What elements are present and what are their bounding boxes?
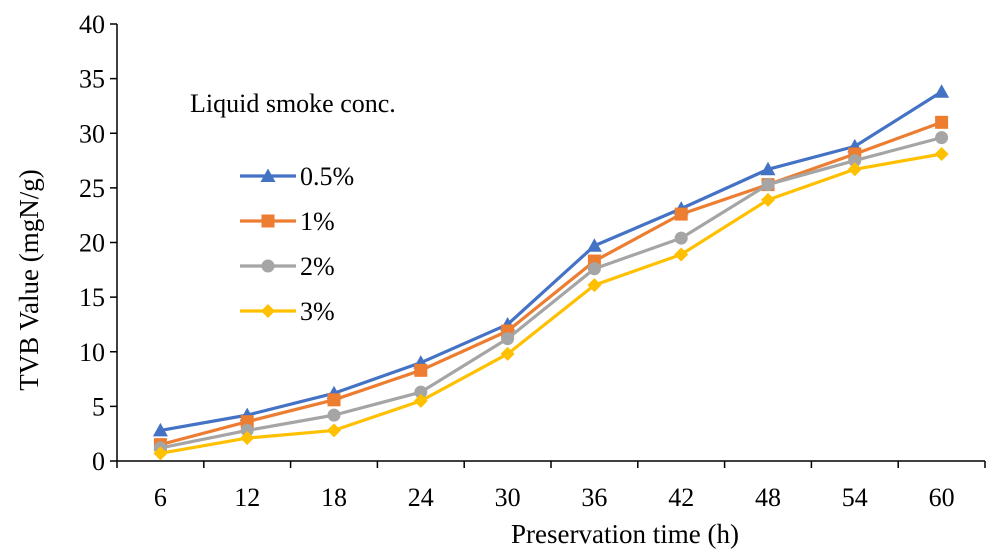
series-line [159, 120, 943, 447]
data-point [413, 393, 428, 408]
data-point [587, 278, 602, 293]
y-tick-label: 10 [79, 338, 105, 367]
series-line [160, 136, 943, 450]
legend-swatch-marker [261, 259, 275, 273]
legend-swatch-marker [261, 304, 275, 318]
data-point [935, 131, 949, 145]
data-point [240, 423, 254, 437]
legend-title: Liquid smoke conc. [190, 89, 396, 118]
x-tick-label: 24 [408, 483, 434, 512]
series-1 [152, 84, 950, 437]
data-point [761, 192, 775, 207]
data-point [501, 332, 515, 346]
data-point [153, 446, 168, 461]
data-point [848, 154, 862, 168]
data-point [587, 262, 601, 276]
data-point [674, 231, 688, 245]
y-tick-label: 35 [79, 65, 105, 94]
y-tick-label: 30 [79, 119, 105, 148]
data-point [327, 423, 341, 438]
data-point [327, 393, 341, 407]
data-point [674, 247, 689, 262]
series-line [160, 90, 943, 432]
axes: 0 5 10 15 20 25 30 35 40 6 12 18 24 30 36 42 48 54 60 [79, 10, 986, 512]
legend: Liquid smoke conc. 0.5% 1% 2% 3% [190, 89, 396, 326]
data-point [327, 408, 341, 422]
data-point [152, 422, 168, 437]
x-tick-label: 42 [668, 483, 694, 512]
y-tick-label: 15 [79, 283, 105, 312]
data-point [934, 84, 950, 98]
data-point [761, 178, 775, 192]
data-point [935, 115, 949, 129]
y-tick-label: 25 [79, 174, 105, 203]
x-tick-label: 60 [929, 483, 955, 512]
data-point [240, 431, 255, 446]
data-point [674, 207, 688, 221]
data-point [760, 161, 776, 176]
legend-item: 3% [240, 297, 335, 326]
data-point [934, 147, 949, 162]
series-line [160, 152, 942, 455]
y-tick-label: 5 [92, 392, 105, 421]
x-tick-label: 36 [581, 483, 607, 512]
series-layer [152, 84, 950, 461]
data-point [500, 346, 515, 361]
y-axis-title: TVB Value (mgN/g) [14, 169, 44, 390]
legend-label: 3% [300, 297, 335, 326]
x-tick-label: 6 [154, 483, 167, 512]
data-point [414, 363, 428, 377]
legend-item: 2% [240, 252, 335, 281]
data-point [414, 385, 428, 399]
x-tick-label: 18 [321, 483, 347, 512]
x-tick-label: 48 [755, 483, 781, 512]
legend-label: 0.5% [300, 162, 354, 191]
series-4 [153, 147, 949, 461]
data-point [847, 162, 862, 177]
legend-swatch-marker [260, 168, 276, 182]
x-axis-title: Preservation time (h) [511, 519, 739, 549]
y-tick-label: 40 [79, 10, 105, 39]
legend-swatch-marker [261, 214, 275, 228]
data-point [586, 238, 602, 252]
legend-item: 1% [240, 207, 335, 236]
legend-label: 1% [300, 207, 335, 236]
legend-label: 2% [300, 252, 335, 281]
y-tick-label: 20 [79, 229, 105, 258]
y-tick-label: 0 [92, 447, 105, 476]
x-tick-label: 12 [234, 483, 260, 512]
x-tick-label: 54 [842, 483, 868, 512]
x-tick-label: 30 [495, 483, 521, 512]
legend-item: 0.5% [240, 162, 354, 191]
